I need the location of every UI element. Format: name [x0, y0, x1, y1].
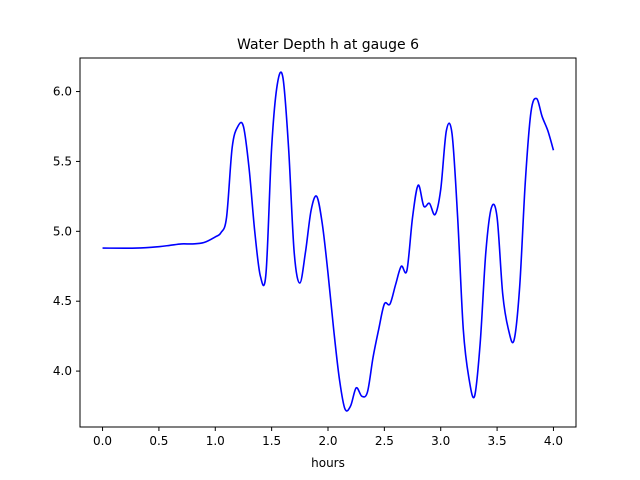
- y-tick-label: 4.0: [53, 364, 72, 378]
- x-tick-label: 1.5: [262, 434, 281, 448]
- y-tick-label: 5.5: [53, 154, 72, 168]
- x-tick-label: 3.5: [488, 434, 507, 448]
- y-tick-label: 4.5: [53, 294, 72, 308]
- plot-area: 0.0 0.5 1.0 1.5 2.0 2.5 3.0 3.5 4.0 4.0 4.5 5.0 5.5 6…: [53, 57, 577, 448]
- x-tick-label: 0.0: [93, 434, 112, 448]
- x-tick-label: 2.5: [375, 434, 394, 448]
- chart-title: Water Depth h at gauge 6: [237, 37, 419, 53]
- series-line: [102, 71, 555, 412]
- x-tick-label: 0.5: [149, 434, 168, 448]
- x-tick-label: 1.0: [206, 434, 225, 448]
- y-tick-label: 5.0: [53, 224, 72, 238]
- x-axis-label: hours: [311, 456, 345, 470]
- y-tick-label: 6.0: [53, 85, 72, 99]
- x-tick-label: 3.0: [431, 434, 450, 448]
- x-tick-label: 2.0: [318, 434, 337, 448]
- x-tick-label: 4.0: [544, 434, 563, 448]
